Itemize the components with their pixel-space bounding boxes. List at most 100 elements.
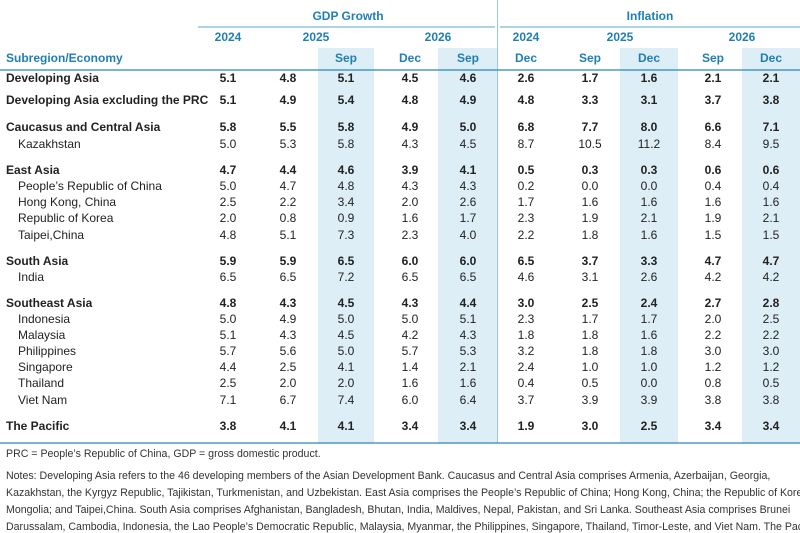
cell: 4.8 (220, 228, 237, 242)
cell: 0.5 (518, 163, 535, 177)
row-label: People’s Republic of China (18, 179, 162, 193)
cell: 1.7 (460, 211, 477, 225)
cell: 0.8 (705, 376, 722, 390)
cell: 3.9 (582, 393, 599, 407)
cell: 6.7 (280, 393, 297, 407)
cell: 2.6 (518, 71, 535, 85)
cell: 2.2 (280, 195, 297, 209)
cell: 4.7 (280, 179, 297, 193)
cell: 2.7 (705, 296, 722, 310)
cell: 3.0 (763, 344, 780, 358)
cell: 0.2 (518, 179, 535, 193)
cell: 5.0 (220, 179, 237, 193)
cell: 1.7 (518, 195, 535, 209)
cell: 1.7 (582, 312, 599, 326)
cell: 2.5 (763, 312, 780, 326)
cell: 5.0 (220, 137, 237, 151)
cell: 4.3 (280, 296, 297, 310)
cell: 1.0 (641, 360, 658, 374)
cell: 1.8 (582, 344, 599, 358)
cell: 5.8 (338, 120, 355, 134)
cell: 3.4 (705, 419, 722, 433)
year-header: 2024 (513, 30, 540, 44)
cell: 0.8 (280, 211, 297, 225)
cell: 10.5 (578, 137, 602, 151)
year-header: 2025 (607, 30, 634, 44)
cell: 3.0 (518, 296, 535, 310)
cell: 3.4 (338, 195, 355, 209)
row-label: Taipei,China (18, 228, 84, 242)
column-header: Subregion/Economy (6, 51, 123, 65)
cell: 5.1 (338, 71, 355, 85)
cell: 2.2 (518, 228, 535, 242)
cell: 3.4 (763, 419, 780, 433)
cell: 4.9 (280, 312, 297, 326)
row-label: Developing Asia (6, 71, 99, 85)
cell: 2.2 (705, 328, 722, 342)
row-label: Caucasus and Central Asia (6, 120, 161, 134)
column-header: Sep (457, 51, 479, 65)
cell: 8.0 (641, 120, 658, 134)
cell: 3.8 (220, 419, 237, 433)
cell: 2.1 (460, 360, 477, 374)
cell: 2.5 (582, 296, 599, 310)
cell: 6.0 (460, 254, 477, 268)
column-header: Sep (702, 51, 724, 65)
cell: 1.6 (460, 376, 477, 390)
cell: 5.1 (220, 71, 237, 85)
cell: 5.9 (220, 254, 237, 268)
cell: 2.5 (280, 360, 297, 374)
cell: 3.9 (402, 163, 419, 177)
row-label: Developing Asia excluding the PRC (6, 93, 209, 107)
column-header: Dec (760, 51, 782, 65)
cell: 4.7 (220, 163, 237, 177)
cell: 4.5 (460, 137, 477, 151)
cell: 3.8 (763, 93, 780, 107)
cell: 1.2 (763, 360, 780, 374)
cell: 4.2 (763, 270, 780, 284)
cell: 4.7 (763, 254, 780, 268)
cell: 1.8 (582, 328, 599, 342)
cell: 0.5 (582, 376, 599, 390)
cell: 6.0 (402, 393, 419, 407)
cell: 4.8 (280, 71, 297, 85)
shade (438, 48, 497, 443)
cell: 3.0 (582, 419, 599, 433)
cell: 5.8 (338, 137, 355, 151)
cell: 8.4 (705, 137, 722, 151)
cell: 7.7 (582, 120, 599, 134)
cell: 5.3 (280, 137, 297, 151)
cell: 3.1 (641, 93, 658, 107)
cell: 1.6 (641, 71, 658, 85)
row-label: Philippines (18, 344, 76, 358)
cell: 6.5 (220, 270, 237, 284)
cell: 0.0 (641, 376, 658, 390)
cell: 4.1 (460, 163, 477, 177)
cell: 6.5 (280, 270, 297, 284)
cell: 1.4 (402, 360, 419, 374)
cell: 2.4 (641, 296, 658, 310)
row-label: Kazakhstan (18, 137, 81, 151)
note-line: Darussalam, Cambodia, Indonesia, the Lao… (6, 521, 800, 533)
cell: 1.7 (582, 71, 599, 85)
cell: 2.0 (280, 376, 297, 390)
cell: 4.8 (220, 296, 237, 310)
cell: 5.5 (280, 120, 297, 134)
cell: 6.4 (460, 393, 477, 407)
row-label: Thailand (18, 376, 64, 390)
cell: 2.0 (705, 312, 722, 326)
cell: 1.9 (582, 211, 599, 225)
cell: 1.6 (402, 211, 419, 225)
cell: 6.5 (338, 254, 355, 268)
cell: 3.9 (641, 393, 658, 407)
cell: 5.1 (220, 93, 237, 107)
column-header: Dec (515, 51, 537, 65)
cell: 11.2 (638, 137, 661, 151)
cell: 4.8 (338, 179, 355, 193)
cell: 3.7 (582, 254, 599, 268)
column-header: Dec (638, 51, 660, 65)
cell: 0.0 (641, 179, 658, 193)
note-line: Kazakhstan, the Kyrgyz Republic, Tajikis… (6, 487, 800, 499)
cell: 2.3 (402, 228, 419, 242)
cell: 2.5 (220, 376, 237, 390)
